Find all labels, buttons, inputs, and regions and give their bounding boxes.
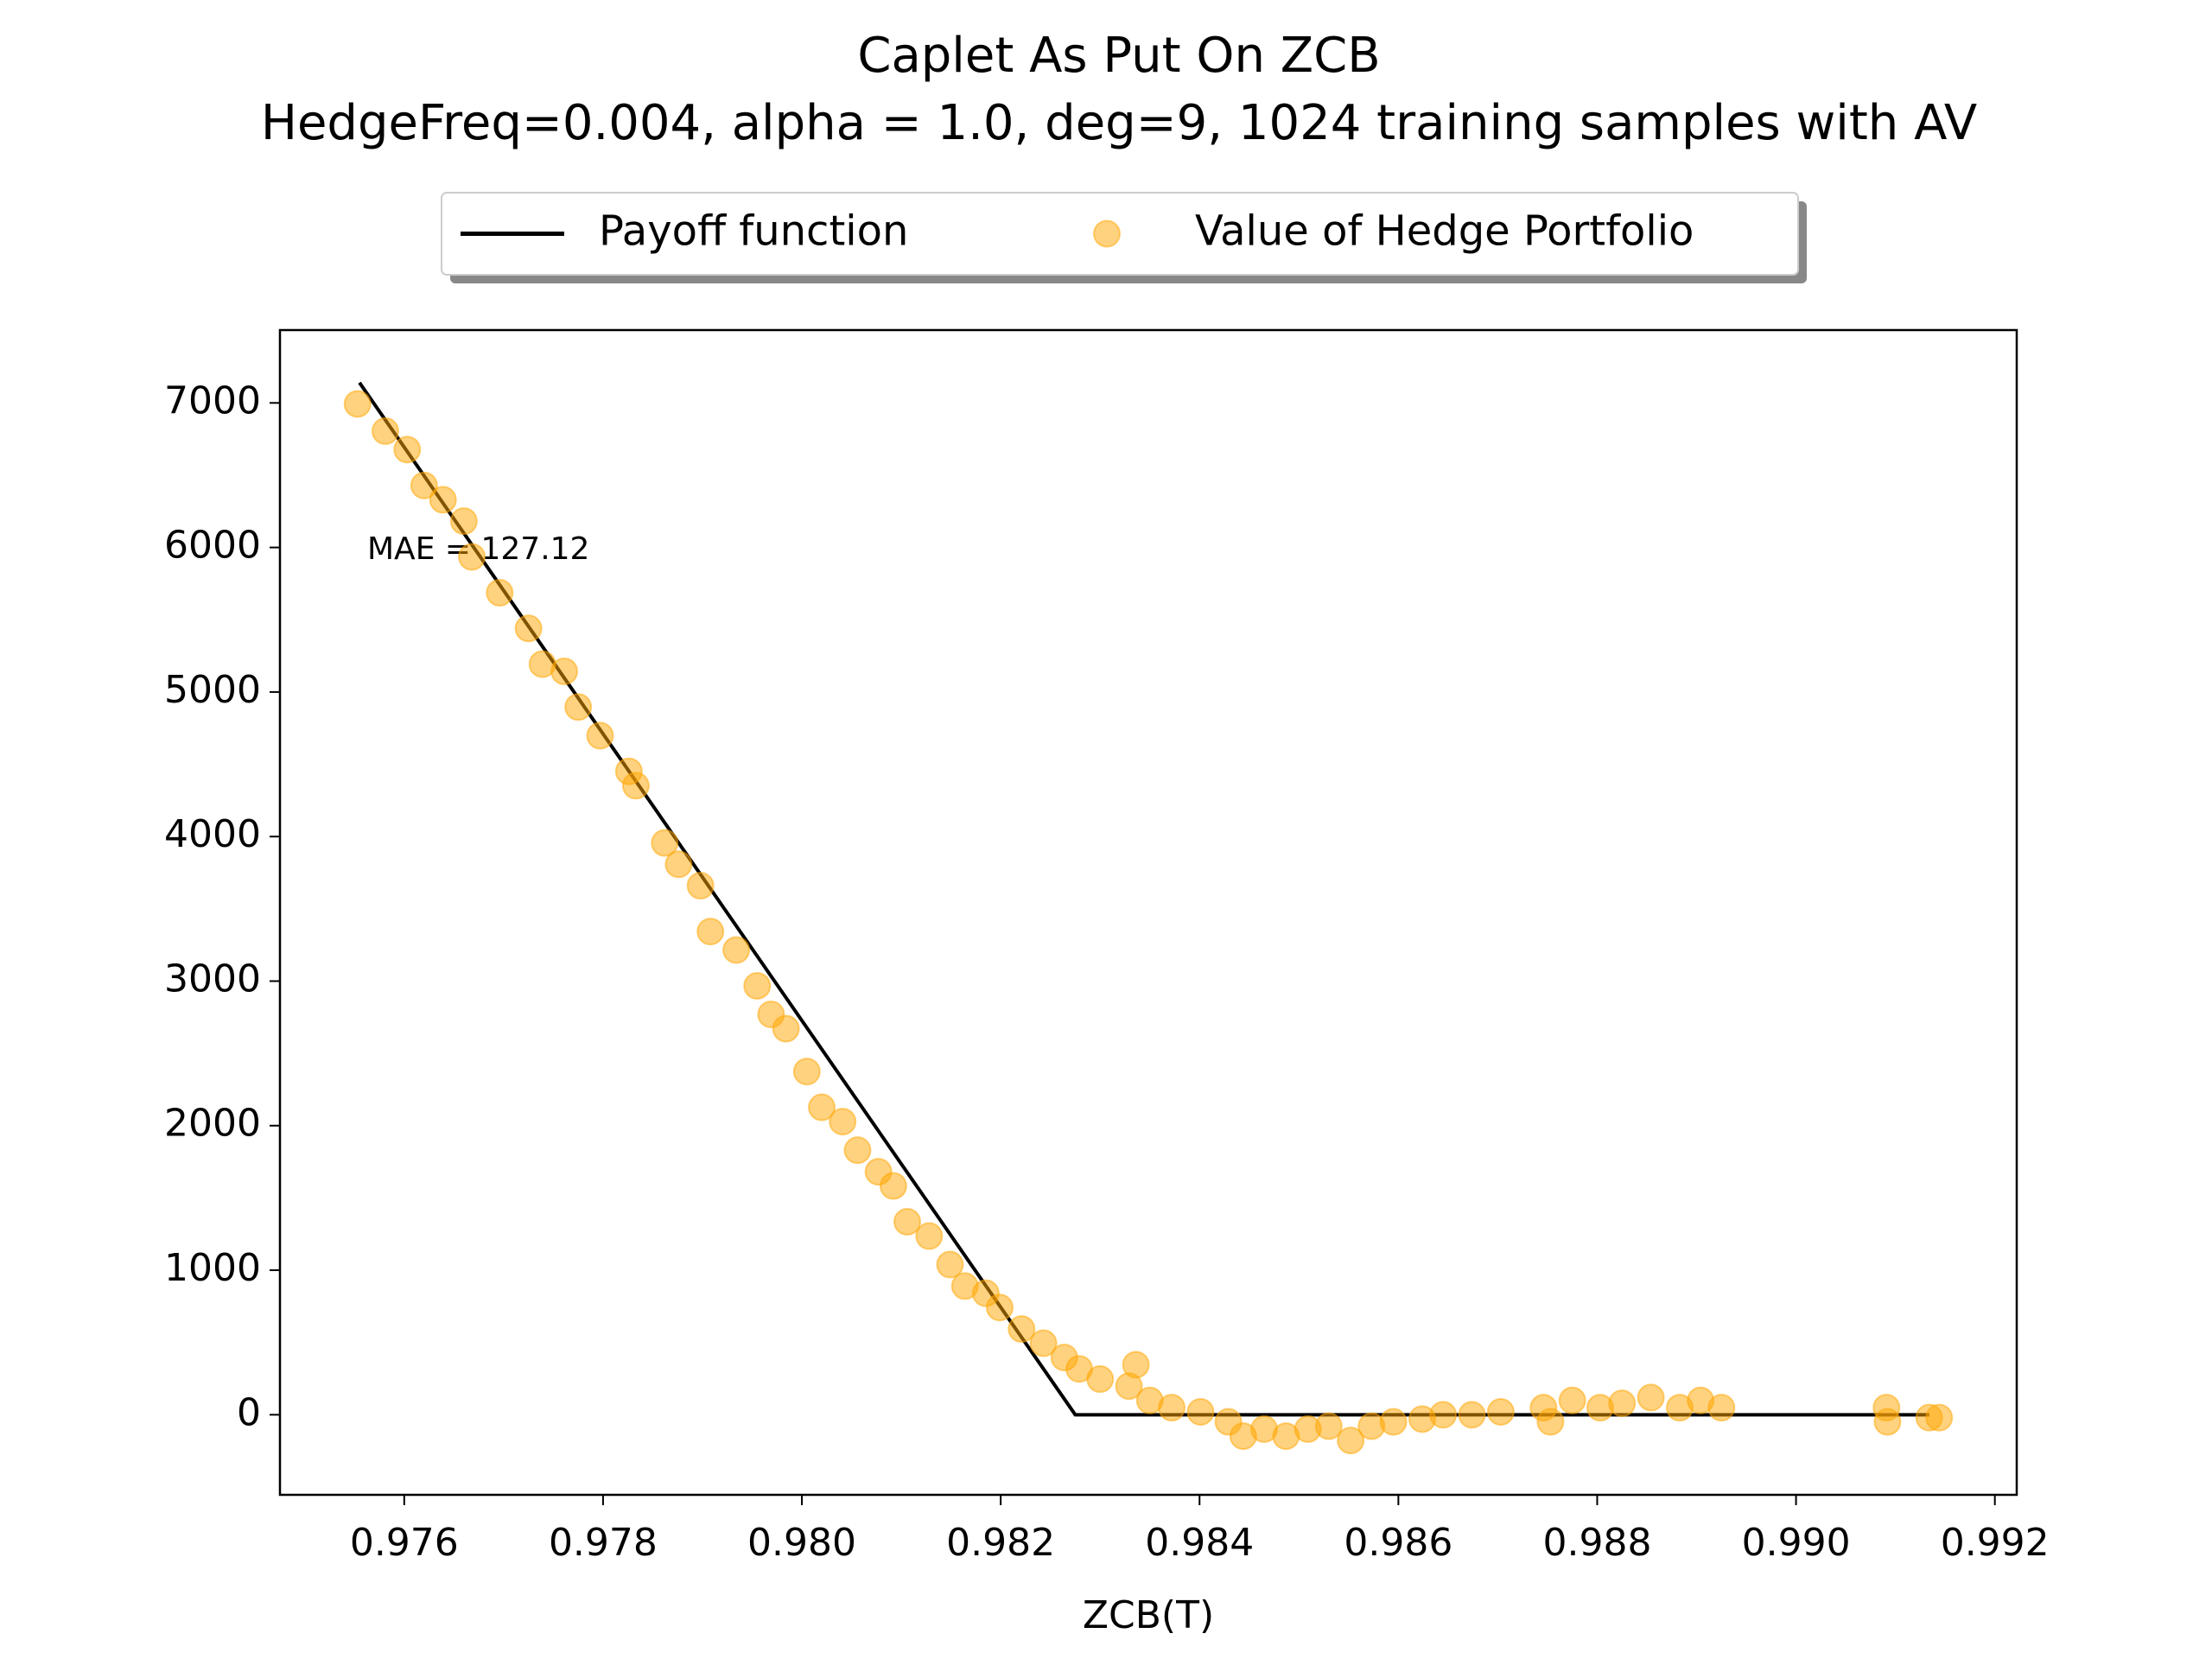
legend-marker [1093, 219, 1121, 248]
hedge-point [893, 1207, 921, 1236]
x-tick-label: 0.986 [1344, 1521, 1452, 1565]
x-tick-label: 0.982 [946, 1521, 1055, 1565]
chart-subtitle: HedgeFreq=0.004, alpha = 1.0, deg=9, 102… [261, 95, 1977, 151]
hedge-point [1158, 1394, 1186, 1422]
y-tick-label: 6000 [164, 524, 261, 568]
legend-label: Value of Hedge Portfolio [1195, 207, 1694, 256]
y-tick-label: 4000 [164, 812, 261, 856]
hedge-point [722, 936, 751, 964]
hedge-point [696, 918, 725, 946]
y-tick-label: 2000 [164, 1102, 261, 1146]
hedge-point [1925, 1403, 1954, 1432]
hedge-point [514, 614, 543, 643]
hedge-point [564, 693, 593, 721]
hedge-point [1637, 1383, 1665, 1412]
hedge-point [915, 1222, 944, 1250]
hedge-point [1873, 1408, 1902, 1436]
x-tick-label: 0.980 [747, 1521, 856, 1565]
hedge-point [1314, 1412, 1343, 1440]
hedge-point [429, 486, 457, 514]
hedge-point [985, 1294, 1014, 1322]
hedge-point [664, 850, 693, 879]
x-axis-label: ZCB(T) [1083, 1593, 1214, 1637]
hedge-point [1122, 1351, 1150, 1379]
x-tick-label: 0.984 [1145, 1521, 1254, 1565]
y-tick-label: 0 [237, 1390, 261, 1434]
hedge-point [586, 721, 614, 750]
hedge-point [936, 1250, 964, 1279]
hedge-point [743, 971, 772, 1000]
hedge-point [621, 772, 650, 800]
hedge-point [1458, 1401, 1486, 1429]
hedge-point [651, 829, 679, 857]
hedge-point [1486, 1397, 1515, 1426]
hedge-point [1707, 1394, 1736, 1422]
hedge-point [1379, 1408, 1408, 1436]
hedge-point [808, 1093, 836, 1122]
hedge-point [371, 416, 399, 445]
x-tick-label: 0.990 [1742, 1521, 1851, 1565]
hedge-point [879, 1172, 907, 1200]
hedge-point [1007, 1315, 1036, 1344]
hedge-point [792, 1058, 821, 1086]
x-tick-label: 0.978 [549, 1521, 658, 1565]
hedge-point [1536, 1408, 1565, 1436]
hedge-point [829, 1108, 857, 1136]
hedge-point [410, 471, 438, 499]
y-tick-label: 7000 [164, 378, 261, 423]
chart-title: Caplet As Put On ZCB [857, 28, 1380, 84]
y-tick-label: 1000 [164, 1246, 261, 1290]
hedge-point [1608, 1389, 1637, 1418]
hedge-point [458, 543, 486, 571]
hedge-point [550, 657, 579, 685]
x-tick-label: 0.992 [1941, 1521, 2050, 1565]
x-tick-label: 0.988 [1542, 1521, 1651, 1565]
hedge-point [1429, 1401, 1458, 1429]
hedge-point [1029, 1329, 1058, 1357]
hedge-point [1337, 1427, 1365, 1455]
hedge-point [449, 507, 478, 536]
legend-label: Payoff function [599, 207, 908, 256]
y-tick-label: 5000 [164, 668, 261, 712]
hedge-point [1558, 1386, 1586, 1414]
hedge-point [843, 1136, 872, 1165]
y-tick-label: 3000 [164, 957, 261, 1001]
plot-frame [278, 328, 2018, 1497]
hedge-point [393, 435, 422, 464]
hedge-point [686, 872, 715, 900]
hedge-point [343, 390, 372, 418]
hedge-point [486, 578, 514, 607]
payoff-line [358, 381, 1929, 1417]
hedge-point [772, 1014, 800, 1043]
x-tick-label: 0.976 [350, 1521, 459, 1565]
hedge-point [1186, 1397, 1215, 1426]
hedge-point [1086, 1365, 1115, 1394]
